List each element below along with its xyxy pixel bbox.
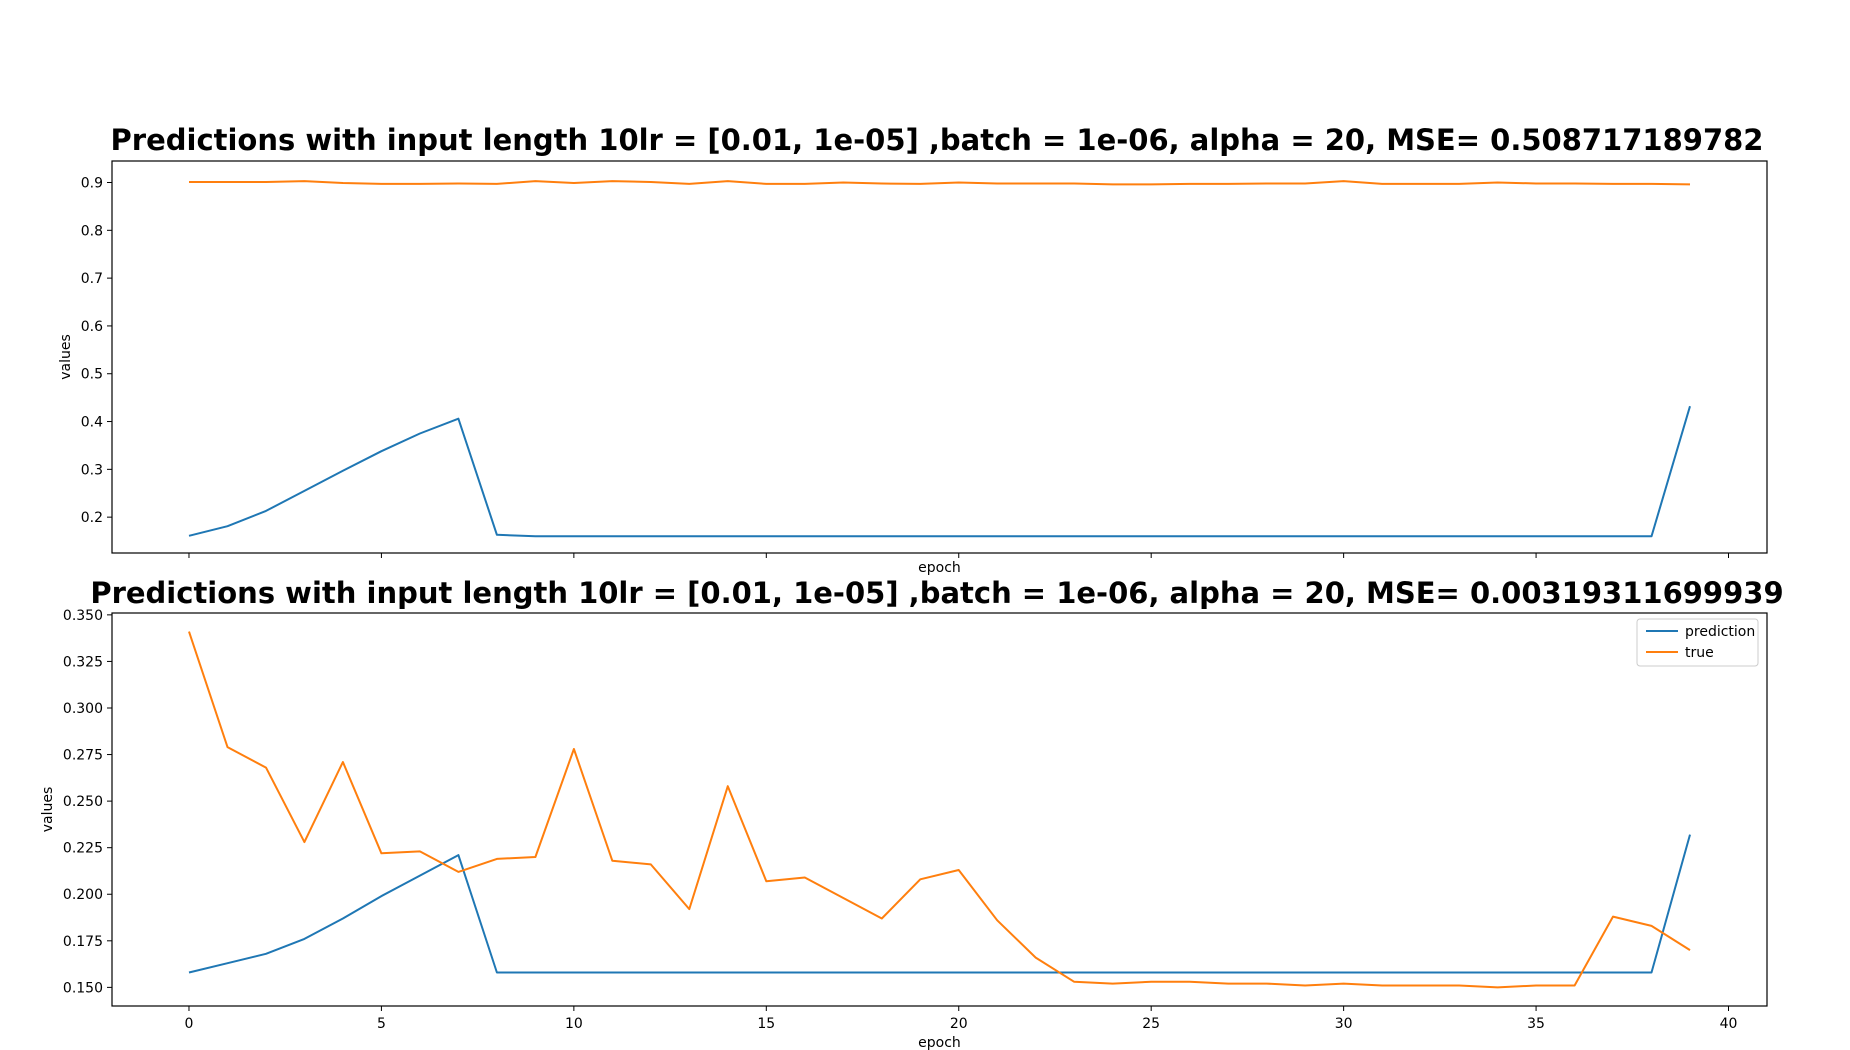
y-tick-label: 0.150	[63, 980, 103, 996]
x-tick-label: 10	[565, 1016, 583, 1032]
y-tick-label: 0.8	[81, 223, 103, 239]
x-tick-label: 40	[1720, 1016, 1738, 1032]
y-tick-label: 0.6	[81, 319, 103, 335]
y-tick-label: 0.7	[81, 271, 103, 287]
bottom-axes-frame	[111, 612, 1768, 1007]
x-tick-label: 0	[185, 1016, 194, 1032]
bottom-y-ticks: 0.150 0.175 0.200 0.225 0.250 0.275 0.300 0.325…	[63, 608, 112, 996]
bottom-subplot: Predictions with input length 10lr = [0.…	[40, 576, 1784, 1050]
top-x-axis-label: epoch	[918, 560, 961, 576]
x-tick-label: 20	[950, 1016, 968, 1032]
bottom-chart-title: Predictions with input length 10lr = [0.…	[90, 576, 1783, 610]
x-tick-label: 35	[1527, 1016, 1545, 1032]
bottom-chart-marks	[188, 631, 1691, 989]
y-tick-label: 0.2	[81, 510, 103, 526]
legend-prediction-label: prediction	[1685, 624, 1755, 640]
top-chart-title: Predictions with input length 10lr = [0.…	[111, 123, 1764, 157]
y-tick-label: 0.275	[63, 748, 103, 764]
top-chart-marks	[188, 180, 1691, 538]
series-line-prediction	[188, 405, 1691, 538]
bottom-y-axis-label: values	[40, 787, 56, 833]
x-tick-label: 15	[757, 1016, 775, 1032]
top-y-axis-label: values	[58, 334, 74, 380]
y-tick-label: 0.3	[81, 462, 103, 478]
y-tick-label: 0.325	[63, 654, 103, 670]
series-line-true	[188, 631, 1691, 989]
x-tick-label: 30	[1335, 1016, 1353, 1032]
series-line-prediction	[188, 834, 1691, 974]
y-tick-label: 0.4	[81, 415, 103, 431]
top-x-ticks	[188, 553, 1730, 558]
x-tick-label: 5	[377, 1016, 386, 1032]
y-tick-label: 0.300	[63, 701, 103, 717]
bottom-x-axis-label: epoch	[918, 1035, 961, 1050]
y-tick-label: 0.250	[63, 794, 103, 810]
y-tick-label: 0.9	[81, 176, 103, 192]
y-tick-label: 0.350	[63, 608, 103, 624]
y-tick-label: 0.225	[63, 841, 103, 857]
top-axes-frame	[111, 160, 1768, 554]
legend: prediction true	[1636, 618, 1759, 667]
legend-true-label: true	[1685, 645, 1714, 661]
y-tick-label: 0.200	[63, 887, 103, 903]
top-y-ticks: 0.2 0.3 0.4 0.5 0.6 0.7 0.8 0.9	[81, 176, 112, 526]
series-line-true	[189, 180, 1691, 186]
y-tick-label: 0.175	[63, 934, 103, 950]
bottom-x-ticks: 0 5 10 15 20 25 30 35 40	[185, 1006, 1738, 1032]
x-tick-label: 25	[1142, 1016, 1160, 1032]
top-subplot: Predictions with input length 10lr = [0.…	[58, 123, 1768, 576]
y-tick-label: 0.5	[81, 367, 103, 383]
